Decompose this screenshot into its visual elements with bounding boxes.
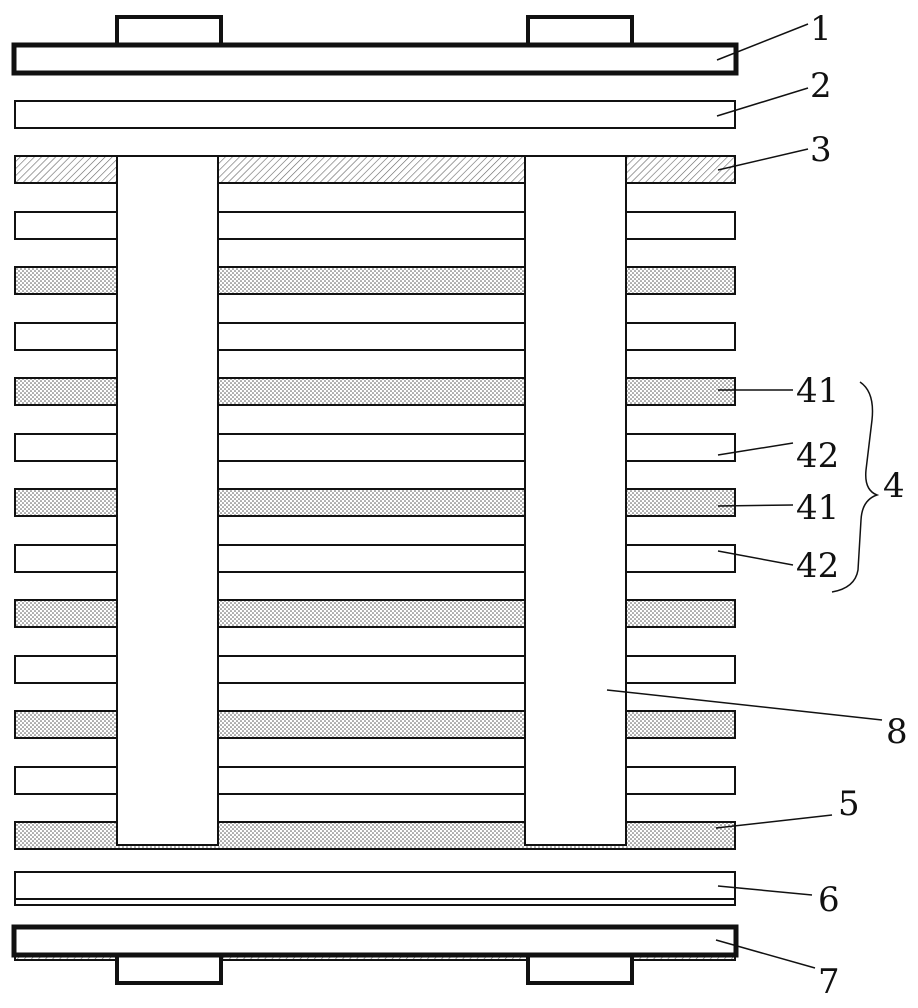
bottom-tab-right xyxy=(526,952,634,985)
label-4: 4 xyxy=(883,466,905,506)
labels: 1 2 3 41 42 41 42 4 8 5 6 7 xyxy=(796,9,908,1002)
leader-2 xyxy=(716,87,809,117)
label-6: 6 xyxy=(818,880,840,920)
leader-41b xyxy=(717,504,794,507)
leader-lines xyxy=(606,23,883,969)
bottom-plate-7 xyxy=(11,924,739,985)
top-tab-left xyxy=(115,15,223,48)
leader-1 xyxy=(716,23,809,61)
layer-6 xyxy=(14,871,736,900)
leader-5 xyxy=(715,814,833,829)
pillar-left xyxy=(116,155,219,846)
leader-42b xyxy=(717,550,794,566)
label-42b: 42 xyxy=(796,546,839,586)
label-8: 8 xyxy=(886,712,908,752)
label-41b: 41 xyxy=(796,488,839,528)
plate-7 xyxy=(11,924,739,958)
label-42a: 42 xyxy=(796,436,839,476)
label-7: 7 xyxy=(818,962,840,1002)
label-2: 2 xyxy=(810,66,832,106)
leader-3 xyxy=(717,148,809,171)
leader-8 xyxy=(606,689,883,721)
bottom-tab-left xyxy=(115,952,223,985)
leader-6 xyxy=(717,885,813,896)
pillars-8 xyxy=(116,155,627,846)
layer-2 xyxy=(14,100,736,129)
leader-7 xyxy=(715,939,816,969)
top-tab-right xyxy=(526,15,634,48)
label-41a: 41 xyxy=(796,371,839,411)
brace-4 xyxy=(831,381,880,593)
top-plate-1 xyxy=(11,15,739,76)
leader-42a xyxy=(717,442,794,456)
pillar-right xyxy=(524,155,627,846)
label-1: 1 xyxy=(810,9,832,49)
label-5: 5 xyxy=(838,784,860,824)
plate-1 xyxy=(11,42,739,76)
label-3: 3 xyxy=(810,130,832,170)
